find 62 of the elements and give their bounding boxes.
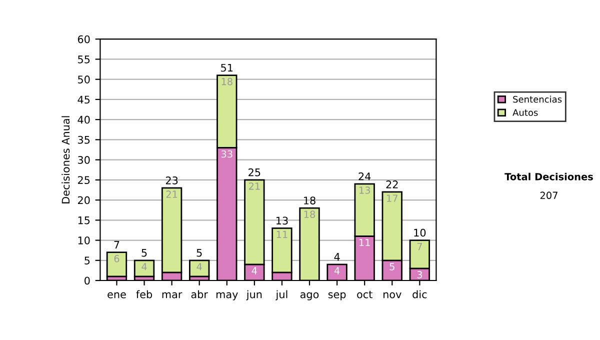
x-tick-label: sep bbox=[328, 292, 346, 300]
y-tick-label: 20 bbox=[78, 196, 90, 204]
total-label: 4 bbox=[334, 253, 340, 261]
x-tick-label: jul bbox=[276, 290, 288, 300]
total-label: 10 bbox=[414, 228, 426, 237]
x-tick-label: abr bbox=[191, 290, 208, 298]
data-label: 4 bbox=[142, 263, 147, 270]
data-label: 33 bbox=[221, 150, 232, 158]
x-tick-label: nov bbox=[384, 292, 402, 298]
legend-label: Autos bbox=[512, 109, 538, 116]
y-tick-label: 15 bbox=[78, 216, 90, 224]
bar bbox=[134, 260, 155, 278]
data-label: 3 bbox=[417, 271, 422, 278]
data-label: 13 bbox=[359, 186, 370, 194]
text: 207 bbox=[540, 192, 558, 200]
y-tick-label: 35 bbox=[78, 136, 90, 144]
x-tick-label: ago bbox=[300, 292, 319, 300]
x-tick-label: feb bbox=[136, 290, 152, 298]
data-label: 7 bbox=[417, 242, 422, 250]
total-label: 22 bbox=[386, 180, 398, 188]
y-tick-label: 40 bbox=[78, 116, 90, 124]
y-tick-label: 55 bbox=[78, 56, 90, 64]
total-label: 18 bbox=[304, 196, 316, 204]
total-label: 24 bbox=[358, 172, 371, 180]
y-tick-label: 5 bbox=[84, 256, 90, 264]
y-tick-label: 10 bbox=[78, 236, 90, 244]
x-tick-label: jun bbox=[246, 290, 262, 300]
data-label: 17 bbox=[387, 194, 398, 202]
total-label: 23 bbox=[166, 176, 178, 184]
x-tick-label: mar bbox=[162, 292, 182, 298]
y-tick-label: 60 bbox=[78, 35, 90, 44]
text: Total Decisiones bbox=[504, 172, 593, 180]
bar bbox=[189, 260, 210, 278]
y-tick-label: 50 bbox=[78, 76, 90, 84]
total-label: 7 bbox=[114, 240, 120, 249]
y-axis-title: Decisiones Anual bbox=[62, 116, 70, 204]
data-label: 18 bbox=[304, 210, 316, 218]
total-label: 25 bbox=[248, 168, 260, 176]
x-tick-label: ene bbox=[108, 292, 126, 298]
x-tick-label: oct bbox=[357, 290, 372, 298]
legend-label: Sentencias bbox=[513, 96, 562, 103]
y-tick-label: 25 bbox=[78, 176, 90, 184]
data-label: 5 bbox=[390, 263, 394, 270]
bar bbox=[106, 252, 128, 278]
total-label: 51 bbox=[221, 64, 233, 72]
total-label: 5 bbox=[142, 249, 147, 257]
data-label: 4 bbox=[252, 267, 257, 274]
total-label: 5 bbox=[196, 249, 202, 257]
data-label: 4 bbox=[334, 267, 340, 274]
data-label: 4 bbox=[196, 263, 202, 270]
data-label: 21 bbox=[248, 182, 260, 190]
data-label: 11 bbox=[276, 230, 288, 238]
y-tick-label: 30 bbox=[78, 156, 90, 164]
data-label: 18 bbox=[222, 78, 232, 86]
data-label: 21 bbox=[166, 190, 178, 198]
data-label: 6 bbox=[114, 254, 120, 262]
x-tick-label: dic bbox=[412, 290, 427, 298]
x-tick-label: may bbox=[216, 292, 238, 300]
y-tick-label: 0 bbox=[84, 276, 90, 285]
data-label: 11 bbox=[359, 238, 370, 246]
total-label: 13 bbox=[276, 216, 288, 225]
y-tick-label: 45 bbox=[78, 96, 90, 104]
